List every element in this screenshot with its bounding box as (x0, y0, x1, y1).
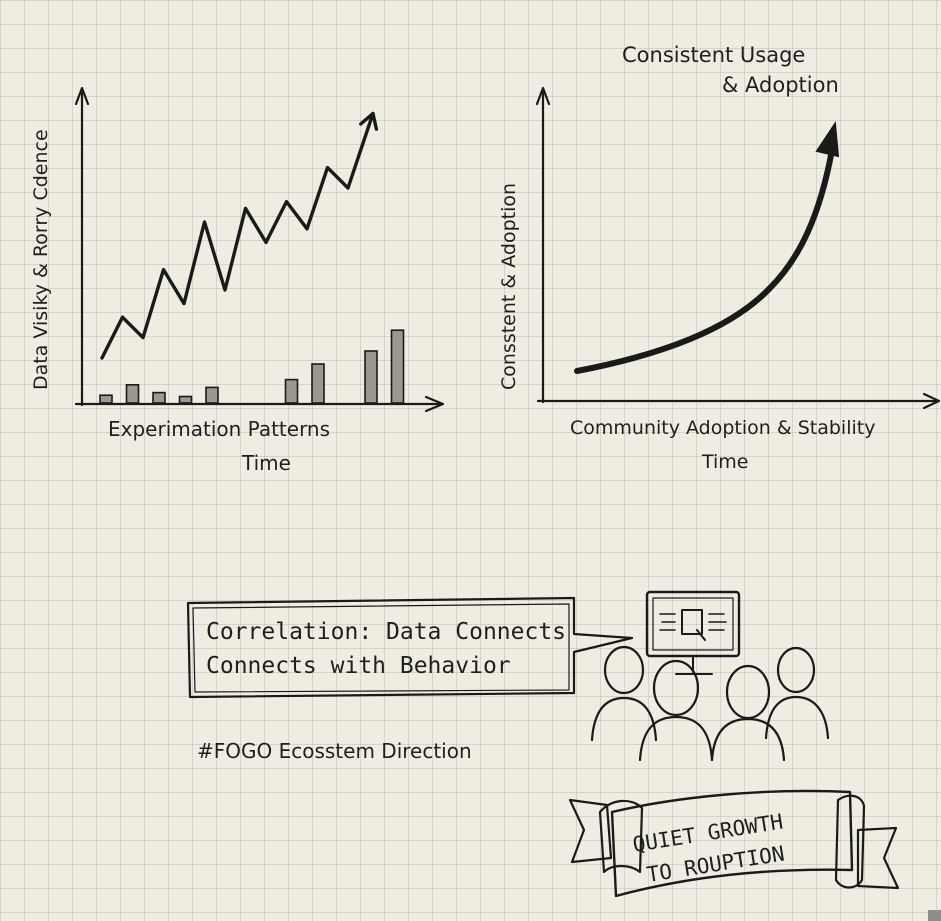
callout-line2: Connects with Behavior (206, 653, 511, 679)
banner-right-tail (856, 826, 900, 890)
bar (364, 350, 378, 404)
person-back-right (764, 646, 830, 740)
right-chart: Consistent Usage & Adoption Consstent & … (498, 43, 941, 473)
corner-mark (928, 910, 941, 921)
banner-body (610, 789, 854, 898)
bar (125, 383, 140, 404)
callout-line1: Correlation: Data Connects (206, 619, 566, 645)
bar (311, 363, 325, 404)
growth-curve-arrowhead (815, 121, 840, 158)
left-y-axis-label: Data Visiky & Rorry Cdence (30, 129, 52, 390)
zigzag-line (100, 125, 371, 360)
audience-illustration (590, 590, 830, 762)
right-y-axis-arrow (535, 86, 551, 106)
right-chart-title-line2: & Adoption (722, 73, 839, 97)
bar (205, 386, 219, 404)
growth-curve (574, 147, 835, 374)
right-x-axis-arrow (922, 392, 941, 410)
person-front-right (710, 664, 786, 762)
left-y-axis-arrow (74, 86, 90, 106)
left-chart: Data Visiky & Rorry Cdence Experimation … (30, 86, 445, 475)
person-front-left (638, 659, 714, 762)
person-back-left (590, 645, 658, 742)
left-x-axis-arrow (424, 395, 445, 413)
ribbon-banner: QUIET GROWTH TO ROUPTION (568, 789, 900, 898)
left-x-axis-label: Experimation Patterns (108, 417, 330, 441)
callout-border-inner (192, 603, 570, 693)
bar (99, 394, 113, 404)
right-y-axis-label: Consstent & Adoption (498, 183, 520, 390)
right-chart-title-line1: Consistent Usage (622, 43, 805, 67)
left-x-axis-sublabel: Time (241, 451, 291, 475)
bar (390, 329, 405, 404)
right-x-axis-label: Community Adoption & Stability (570, 417, 875, 439)
banner-left-curl (598, 799, 644, 874)
monitor-icon (645, 590, 741, 675)
callout-box: Correlation: Data Connects Connects with… (186, 596, 634, 699)
banner-left-tail (568, 798, 613, 864)
right-x-axis-sublabel: Time (701, 451, 749, 473)
hashtag-text: #FOGO Ecosstem Direction (197, 739, 472, 763)
bar (152, 391, 166, 404)
bar (178, 395, 193, 404)
zigzag-arrowhead (359, 111, 379, 131)
callout-border-outer (186, 596, 634, 699)
bar (284, 378, 299, 404)
